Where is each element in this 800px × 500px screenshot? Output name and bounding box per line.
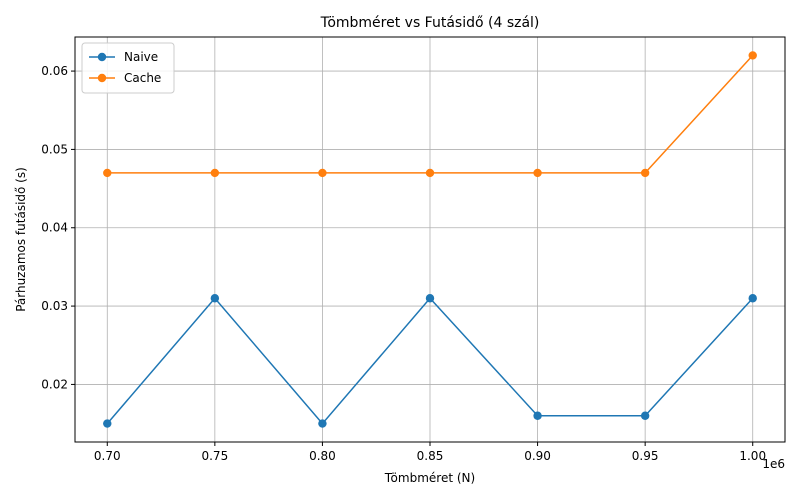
x-tick-label: 0.70 — [94, 449, 121, 463]
x-tick-label: 1.00 — [739, 449, 766, 463]
y-tick-label: 0.03 — [41, 299, 68, 313]
data-point-naive — [103, 419, 112, 428]
legend-marker-naive — [97, 52, 107, 62]
data-point-cache — [640, 168, 650, 178]
axis-ticks: 0.70 0.75 0.80 0.85 0.90 0.95 1.00 0.02 0.03 0.04… — [41, 64, 766, 463]
data-point-cache — [318, 168, 327, 178]
legend: Naive Cache — [81, 42, 175, 94]
x-tick-label: 0.85 — [417, 449, 444, 463]
data-point-cache — [103, 168, 112, 178]
y-tick-label: 0.02 — [41, 377, 68, 391]
x-tick-label: 0.80 — [309, 449, 336, 463]
data-point-cache — [748, 51, 757, 60]
legend-label-cache: Cache — [124, 71, 161, 85]
x-tick-label: 0.95 — [632, 449, 659, 463]
y-axis-label: Párhuzamos futásidő (s) — [14, 167, 28, 312]
y-tick-label: 0.04 — [41, 221, 68, 235]
y-tick-label: 0.05 — [41, 142, 68, 156]
data-point-cache — [210, 168, 220, 178]
chart-title: Tömbméret vs Futásidő (4 szál) — [320, 15, 540, 31]
data-point-cache — [425, 168, 435, 178]
series-group — [103, 51, 757, 428]
data-point-naive — [425, 294, 435, 303]
data-point-cache — [533, 168, 542, 178]
data-point-naive — [640, 411, 650, 420]
x-axis-offset-label: 1e6 — [762, 457, 785, 471]
data-point-naive — [318, 419, 327, 428]
data-point-naive — [748, 294, 757, 303]
x-tick-label: 0.75 — [201, 449, 228, 463]
legend-label-naive: Naive — [124, 50, 158, 64]
data-point-naive — [210, 294, 220, 303]
legend-marker-cache — [97, 73, 107, 83]
data-point-naive — [533, 411, 542, 420]
x-tick-label: 0.90 — [524, 449, 551, 463]
x-axis-label: Tömbméret (N) — [384, 471, 475, 485]
y-tick-label: 0.06 — [41, 64, 68, 78]
